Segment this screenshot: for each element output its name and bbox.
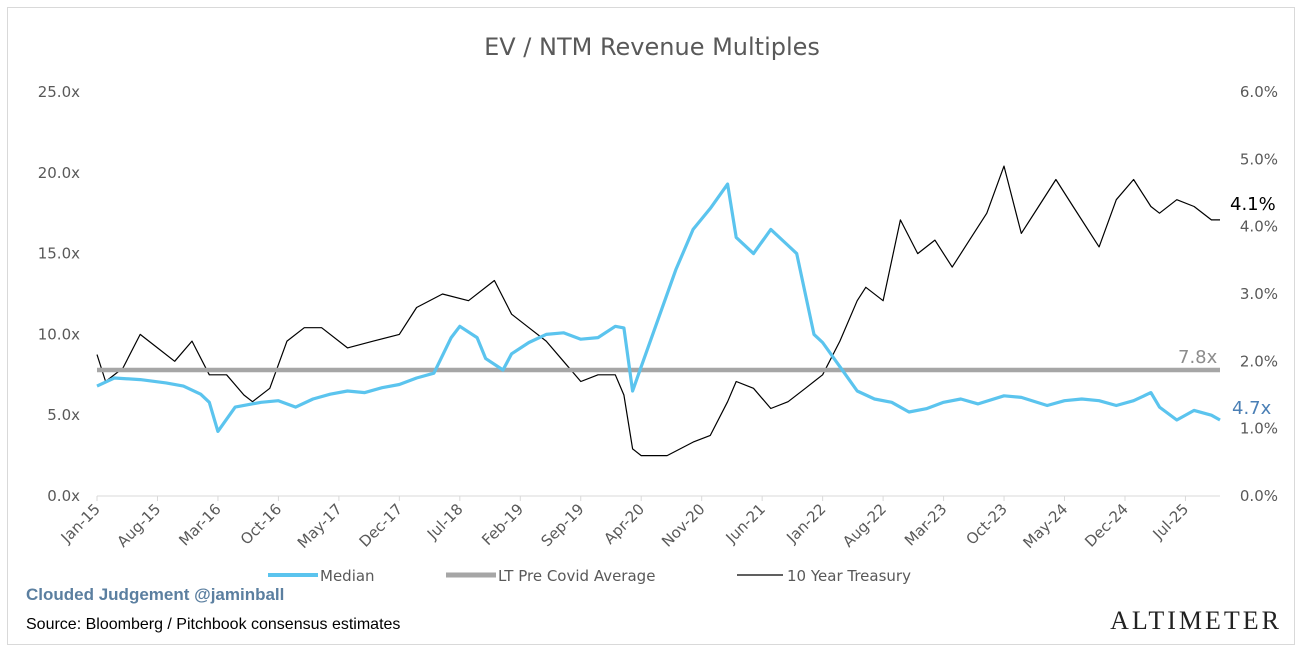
treasury-end-label: 4.1% (1230, 194, 1276, 215)
legend-label-treasury: 10 Year Treasury (787, 567, 911, 585)
ten-year-treasury-line (96, 165, 1220, 457)
average-end-label: 7.8x (1178, 347, 1218, 368)
x-axis-tick-label: Jun-21 (722, 500, 769, 547)
legend-label-average: LT Pre Covid Average (498, 567, 655, 585)
right-axis-ticks: 0.0% 1.0% 2.0% 3.0% 4.0% 5.0% 6.0% (1240, 83, 1278, 505)
left-axis-tick-label: 20.0x (38, 164, 80, 182)
x-axis-tick-label: Jan-22 (782, 500, 829, 547)
x-axis-tick-label: Aug-22 (839, 500, 890, 551)
watermark-text: Clouded Judgement @jaminball (26, 585, 285, 604)
x-axis-tick-label: Dec-17 (356, 500, 407, 551)
left-axis-tick-label: 15.0x (38, 245, 80, 263)
x-axis-tick-label: Jan-15 (57, 500, 104, 547)
chart-title: EV / NTM Revenue Multiples (484, 33, 820, 61)
x-axis-tick-label: Mar-16 (175, 500, 224, 549)
left-axis-ticks: 0.0x 5.0x 10.0x 15.0x 20.0x 25.0x (38, 83, 80, 505)
x-axis-tick-label: Aug-15 (114, 500, 165, 551)
right-axis-tick-label: 1.0% (1240, 420, 1278, 438)
right-axis-tick-label: 5.0% (1240, 150, 1278, 168)
x-axis-tick-label: May-17 (294, 500, 346, 552)
x-axis-tick-label: Feb-19 (478, 500, 527, 549)
x-axis-tick-label: Oct-23 (962, 500, 1010, 548)
x-axis-ticks: Jan-15 Aug-15 Mar-16 Oct-16 May-17 Dec-17 Jul-… (57, 496, 1193, 552)
right-axis-tick-label: 3.0% (1240, 285, 1278, 303)
source-note: Source: Bloomberg / Pitchbook consensus … (26, 616, 401, 633)
x-axis-tick-label: Jul-18 (423, 500, 467, 544)
x-axis-tick-label: Nov-20 (658, 500, 708, 550)
median-line (96, 182, 1221, 433)
end-labels: 4.1% 7.8x 4.7x (1178, 194, 1276, 419)
x-axis-tick-label: May-24 (1020, 500, 1072, 552)
left-axis-tick-label: 0.0x (47, 487, 80, 505)
series-layer (96, 165, 1221, 457)
legend-label-median: Median (320, 567, 375, 585)
right-axis-tick-label: 0.0% (1240, 487, 1278, 505)
x-axis-tick-label: Sep-19 (538, 500, 588, 550)
x-axis-tick-label: Apr-20 (600, 500, 648, 548)
x-axis-tick-label: Mar-23 (901, 500, 950, 549)
legend: Median LT Pre Covid Average 10 Year Trea… (268, 567, 911, 585)
chart-frame (7, 7, 1295, 645)
altimeter-logo: ALTIMETER (1110, 606, 1282, 635)
right-axis-tick-label: 6.0% (1240, 83, 1278, 101)
right-axis-tick-label: 4.0% (1240, 218, 1278, 236)
x-axis-tick-label: Dec-24 (1081, 500, 1132, 551)
left-axis-tick-label: 10.0x (38, 325, 80, 343)
right-axis-tick-label: 2.0% (1240, 352, 1278, 370)
x-axis-tick-label: Jul-25 (1149, 500, 1193, 544)
x-axis-tick-label: Oct-16 (237, 500, 285, 548)
median-end-label: 4.7x (1232, 398, 1272, 419)
left-axis-tick-label: 5.0x (47, 406, 80, 424)
left-axis-tick-label: 25.0x (38, 83, 80, 101)
